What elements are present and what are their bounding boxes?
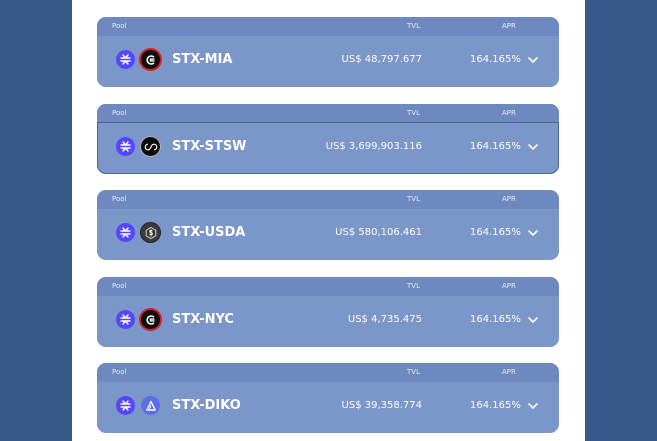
tvl-column-label: TVL [407,368,420,376]
pool-apr-value: 164.165% [470,400,521,411]
tvl-column-label: TVL [407,109,420,117]
pool-card-stx-stsw[interactable]: Pool TVL APR STX-STSW US$ 3,699,903.116 … [97,104,559,174]
miamicoin-icon [141,50,160,69]
pool-pair-name: STX-STSW [172,139,247,154]
tvl-column-label: TVL [407,282,420,290]
chevron-down-icon[interactable] [527,314,539,326]
pool-pair-name: STX-USDA [172,225,246,240]
arkadiko-icon [141,396,160,415]
pool-column-label: Pool [112,282,127,290]
apr-column-label: APR [502,368,516,376]
apr-column-label: APR [502,195,516,203]
pool-tvl-value: US$ 48,797.677 [341,54,422,65]
nycitycoin-icon [141,310,160,329]
chevron-down-icon[interactable] [527,141,539,153]
usda-icon [141,223,160,242]
stx-icon [116,137,135,156]
stx-icon [116,396,135,415]
stx-icon [116,310,135,329]
pool-column-label: Pool [112,195,127,203]
pool-tvl-value: US$ 580,106.461 [335,227,422,238]
chevron-down-icon[interactable] [527,227,539,239]
pool-pair-name: STX-DIKO [172,398,241,413]
pool-card-header: Pool TVL APR [97,17,559,36]
stackswap-icon [141,137,160,156]
pool-tvl-value: US$ 39,358.774 [341,400,422,411]
pool-card-stx-mia[interactable]: Pool TVL APR STX-MIA US$ 48,797.677 164.… [97,17,559,87]
stx-icon [116,50,135,69]
pool-apr-value: 164.165% [470,314,521,325]
apr-column-label: APR [502,109,516,117]
chevron-down-icon[interactable] [527,400,539,412]
pool-tvl-value: US$ 4,735.475 [347,314,422,325]
chevron-down-icon[interactable] [527,54,539,66]
pool-pair-name: STX-MIA [172,52,233,67]
pool-pair-name: STX-NYC [172,312,234,327]
pool-card-header: Pool TVL APR [97,104,559,123]
pool-card-header: Pool TVL APR [97,190,559,209]
pool-apr-value: 164.165% [470,54,521,65]
tvl-column-label: TVL [407,195,420,203]
pool-card-stx-diko[interactable]: Pool TVL APR STX-DIKO US$ 39,358.774 164… [97,363,559,433]
pool-column-label: Pool [112,368,127,376]
pool-apr-value: 164.165% [470,141,521,152]
stx-icon [116,223,135,242]
apr-column-label: APR [502,22,516,30]
pool-column-label: Pool [112,22,127,30]
tvl-column-label: TVL [407,22,420,30]
pool-card-stx-nyc[interactable]: Pool TVL APR STX-NYC US$ 4,735.475 164.1… [97,277,559,347]
pool-card-header: Pool TVL APR [97,363,559,382]
apr-column-label: APR [502,282,516,290]
pool-column-label: Pool [112,109,127,117]
pool-card-stx-usda[interactable]: Pool TVL APR STX-USDA US$ 580,106.461 16… [97,190,559,260]
pool-card-header: Pool TVL APR [97,277,559,296]
pool-apr-value: 164.165% [470,227,521,238]
pool-tvl-value: US$ 3,699,903.116 [325,141,422,152]
